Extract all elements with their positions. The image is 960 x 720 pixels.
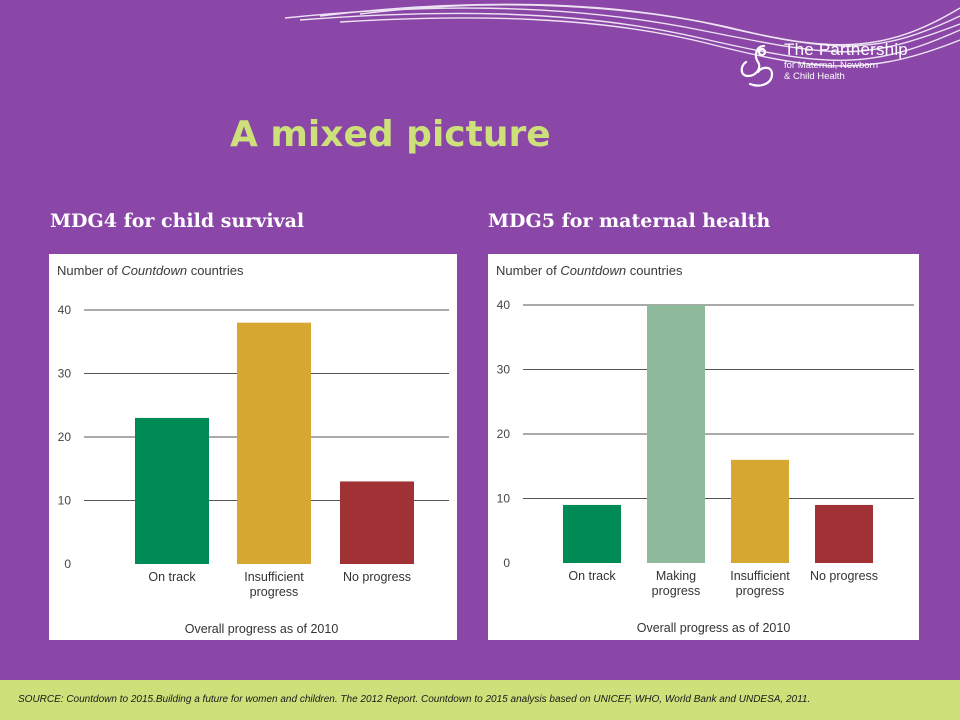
partnership-logo: The Partnership for Maternal, Newborn & … <box>738 40 948 100</box>
mdg5-y-tick-30: 30 <box>497 363 511 377</box>
mdg5-y-tick-20: 20 <box>497 427 511 441</box>
logo-name: The Partnership <box>784 40 908 59</box>
mdg5-x-tick-label: No progress <box>810 569 878 583</box>
mdg5-chart-panel: Number of Countdown countries 0 10 20 30 40 On… <box>488 254 919 640</box>
mdg5-x-tick-label: Insufficient progress <box>730 569 790 598</box>
mdg4-chart-panel: Number of Countdown countries 0 10 20 30 40 On… <box>49 254 457 640</box>
mdg5-bar-on-track <box>563 504 621 563</box>
mdg5-x-tick-label: On track <box>568 569 616 583</box>
mdg4-y-axis-title: Number of Countdown countries <box>57 263 244 278</box>
mdg4-bar-no-progress <box>340 481 414 564</box>
source-footer: SOURCE: Countdown to 2015.Building a fut… <box>0 680 960 720</box>
mdg4-bar-on-track <box>135 417 209 564</box>
slide-title: A mixed picture <box>230 114 551 155</box>
mdg5-bar-chart: Number of Countdown countries 0 10 20 30 40 On… <box>496 263 914 635</box>
mdg5-x-tick-label: Making progress <box>652 569 701 598</box>
mdg4-y-tick-0: 0 <box>64 557 71 571</box>
mdg4-x-axis-title: Overall progress as of 2010 <box>185 622 339 636</box>
mdg4-y-tick-40: 40 <box>58 303 72 317</box>
logo-line-2: & Child Health <box>784 71 845 82</box>
source-citation: SOURCE: Countdown to 2015.Building a fut… <box>18 694 811 705</box>
mdg5-y-axis-title: Number of Countdown countries <box>496 263 683 278</box>
mdg4-bar-insufficient-progress <box>237 322 311 564</box>
decorative-swoosh <box>284 3 960 67</box>
mdg5-bar-insufficient-progress <box>731 459 789 563</box>
mdg5-y-tick-0: 0 <box>503 556 510 570</box>
mdg5-x-axis-title: Overall progress as of 2010 <box>637 621 791 635</box>
mdg5-bar-no-progress <box>815 504 873 563</box>
mdg4-heading: MDG4 for child survival <box>50 210 305 232</box>
mdg4-y-tick-30: 30 <box>58 367 72 381</box>
mdg5-bar-making-progress <box>647 305 705 563</box>
mdg5-y-tick-40: 40 <box>497 298 511 312</box>
mdg4-bar-chart: Number of Countdown countries 0 10 20 30 40 On… <box>57 263 449 636</box>
mdg5-heading: MDG5 for maternal health <box>488 210 771 232</box>
mdg4-y-tick-10: 10 <box>58 494 72 508</box>
mdg4-x-tick-label: Insufficient progress <box>244 570 304 599</box>
mdg4-y-tick-20: 20 <box>58 430 72 444</box>
mdg5-y-tick-10: 10 <box>497 492 511 506</box>
logo-line-1: for Maternal, Newborn <box>784 60 878 71</box>
mdg4-x-tick-label: On track <box>148 570 196 584</box>
mdg4-x-tick-label: No progress <box>343 570 411 584</box>
mother-child-logo-icon <box>740 44 774 87</box>
